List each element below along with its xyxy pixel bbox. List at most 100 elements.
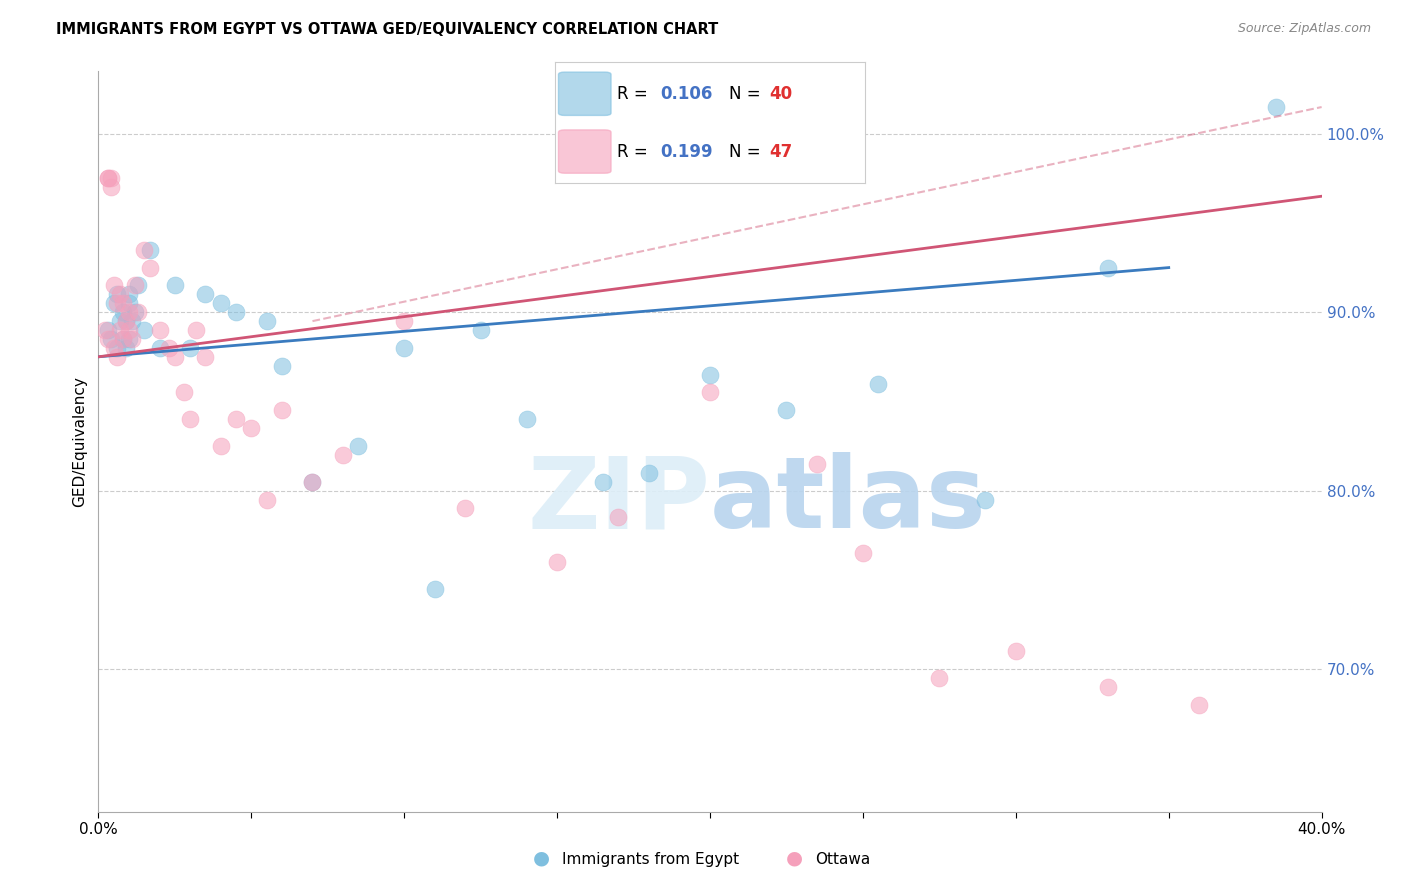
Point bbox=[179, 341, 201, 355]
Point bbox=[115, 314, 138, 328]
Point bbox=[301, 475, 323, 489]
Point bbox=[134, 323, 156, 337]
Text: 40: 40 bbox=[769, 85, 792, 103]
Text: Ottawa: Ottawa bbox=[815, 852, 870, 867]
Point bbox=[1097, 260, 1119, 275]
Point bbox=[139, 260, 162, 275]
FancyBboxPatch shape bbox=[558, 72, 612, 115]
Point bbox=[127, 278, 149, 293]
Point bbox=[470, 323, 492, 337]
Point bbox=[139, 243, 162, 257]
Point bbox=[97, 332, 120, 346]
Point bbox=[115, 314, 138, 328]
Point bbox=[699, 385, 721, 400]
Point bbox=[134, 243, 156, 257]
Point bbox=[179, 412, 201, 426]
Point bbox=[546, 555, 568, 569]
Text: Immigrants from Egypt: Immigrants from Egypt bbox=[562, 852, 740, 867]
Point bbox=[347, 439, 370, 453]
Point bbox=[115, 341, 138, 355]
Point bbox=[163, 350, 186, 364]
Point bbox=[97, 171, 120, 186]
Point bbox=[301, 475, 323, 489]
Point bbox=[111, 305, 134, 319]
Point bbox=[157, 341, 180, 355]
Point bbox=[118, 332, 141, 346]
Point bbox=[1264, 100, 1286, 114]
Point bbox=[118, 296, 141, 310]
Text: 0.106: 0.106 bbox=[661, 85, 713, 103]
Point bbox=[1004, 644, 1026, 658]
Point bbox=[121, 332, 143, 346]
Point bbox=[868, 376, 890, 391]
Point bbox=[270, 359, 294, 373]
Point bbox=[194, 287, 217, 301]
Point bbox=[225, 412, 247, 426]
Point bbox=[392, 314, 416, 328]
Point bbox=[256, 314, 278, 328]
Point bbox=[118, 323, 141, 337]
Point bbox=[1188, 698, 1211, 712]
Point bbox=[124, 278, 146, 293]
Point bbox=[97, 323, 120, 337]
Point bbox=[332, 448, 354, 462]
Point bbox=[108, 323, 131, 337]
Point bbox=[105, 296, 128, 310]
Point bbox=[173, 385, 195, 400]
Point bbox=[775, 403, 797, 417]
Point bbox=[127, 305, 149, 319]
Point bbox=[225, 305, 247, 319]
Point bbox=[100, 180, 122, 194]
Point bbox=[108, 287, 131, 301]
Point bbox=[111, 332, 134, 346]
Point bbox=[186, 323, 208, 337]
Point bbox=[423, 582, 446, 596]
Point bbox=[209, 296, 232, 310]
Point bbox=[103, 278, 125, 293]
Point bbox=[105, 350, 128, 364]
Point bbox=[928, 671, 950, 685]
Point bbox=[149, 341, 172, 355]
Text: atlas: atlas bbox=[710, 452, 987, 549]
Point bbox=[97, 171, 120, 186]
Point bbox=[111, 332, 134, 346]
Point bbox=[806, 457, 828, 471]
Point bbox=[100, 171, 122, 186]
Point bbox=[194, 350, 217, 364]
Point bbox=[392, 341, 416, 355]
Text: ●: ● bbox=[786, 848, 803, 867]
Point bbox=[592, 475, 614, 489]
Text: Source: ZipAtlas.com: Source: ZipAtlas.com bbox=[1237, 22, 1371, 36]
Point bbox=[105, 341, 128, 355]
Point bbox=[93, 323, 115, 337]
Point bbox=[699, 368, 721, 382]
FancyBboxPatch shape bbox=[558, 130, 612, 173]
Text: ZIP: ZIP bbox=[527, 452, 710, 549]
Point bbox=[974, 492, 997, 507]
Point bbox=[852, 546, 875, 560]
Point bbox=[105, 287, 128, 301]
Point bbox=[638, 466, 661, 480]
Text: R =: R = bbox=[617, 85, 654, 103]
Text: R =: R = bbox=[617, 143, 654, 161]
Text: 47: 47 bbox=[769, 143, 792, 161]
Point bbox=[100, 332, 122, 346]
Point bbox=[516, 412, 538, 426]
Point bbox=[111, 296, 134, 310]
Text: IMMIGRANTS FROM EGYPT VS OTTAWA GED/EQUIVALENCY CORRELATION CHART: IMMIGRANTS FROM EGYPT VS OTTAWA GED/EQUI… bbox=[56, 22, 718, 37]
Point bbox=[240, 421, 263, 435]
Y-axis label: GED/Equivalency: GED/Equivalency bbox=[72, 376, 87, 507]
Text: ●: ● bbox=[533, 848, 550, 867]
Text: N =: N = bbox=[728, 85, 765, 103]
Point bbox=[163, 278, 186, 293]
Point bbox=[103, 341, 125, 355]
Point bbox=[149, 323, 172, 337]
Point bbox=[270, 403, 294, 417]
Point bbox=[454, 501, 477, 516]
Point bbox=[607, 510, 630, 524]
Point bbox=[124, 305, 146, 319]
Point bbox=[1097, 680, 1119, 694]
Point bbox=[121, 314, 143, 328]
Point bbox=[108, 314, 131, 328]
Point bbox=[103, 296, 125, 310]
